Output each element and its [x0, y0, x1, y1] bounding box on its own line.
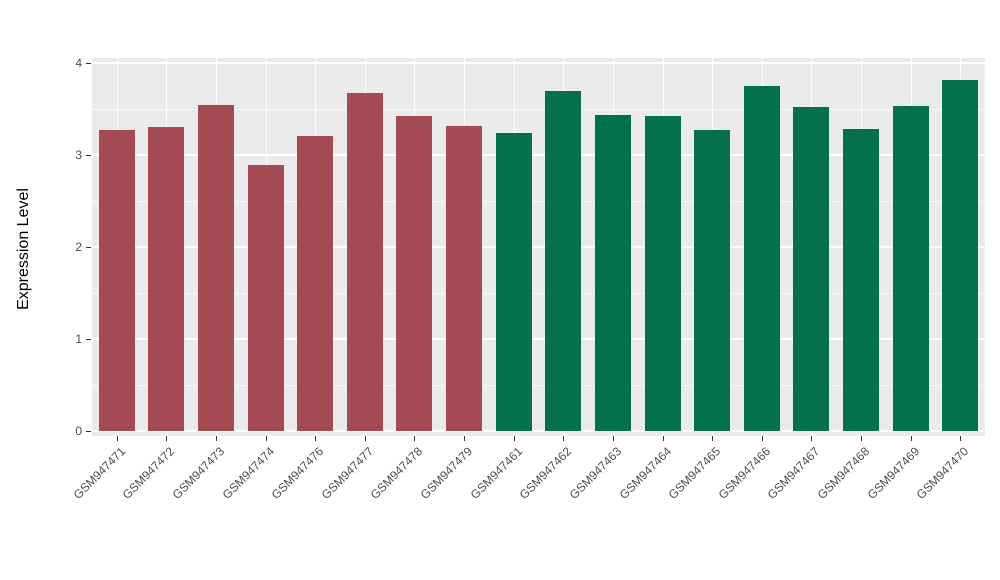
y-tick-label: 0	[75, 424, 82, 438]
y-tick-mark	[86, 339, 91, 340]
x-tick-mark	[513, 436, 515, 441]
gridline-minor	[92, 293, 985, 294]
bar-GSM947476	[297, 135, 334, 431]
plot-panel	[92, 58, 985, 436]
bar-GSM947465	[694, 130, 731, 431]
x-tick-mark	[811, 436, 813, 441]
x-tick-mark	[662, 436, 664, 441]
bar-GSM947473	[198, 105, 235, 431]
x-tick-mark	[216, 436, 218, 441]
gridline-major	[92, 430, 985, 432]
x-tick-mark	[116, 436, 118, 441]
bar-GSM947474	[247, 165, 284, 431]
y-axis-title: Expression Level	[15, 188, 32, 310]
y-tick-label: 3	[75, 148, 82, 162]
gridline-major	[92, 246, 985, 248]
x-tick-mark	[315, 436, 317, 441]
bar-GSM947471	[98, 130, 135, 431]
bar-GSM947468	[842, 129, 879, 431]
x-tick-mark	[860, 436, 862, 441]
x-tick-mark	[364, 436, 366, 441]
bar-GSM947466	[743, 86, 780, 431]
gridline-minor	[92, 109, 985, 110]
bar-GSM947477	[346, 93, 383, 431]
gridline-minor	[92, 385, 985, 386]
bar-GSM947479	[446, 126, 483, 431]
x-tick-mark	[563, 436, 565, 441]
x-tick-mark	[712, 436, 714, 441]
y-tick-mark	[86, 155, 91, 156]
y-tick-label: 2	[75, 240, 82, 254]
y-tick-label: 4	[75, 56, 82, 70]
y-tick-mark	[86, 431, 91, 432]
gridline-minor	[92, 201, 985, 202]
y-tick-mark	[86, 247, 91, 248]
x-tick-mark	[761, 436, 763, 441]
bar-GSM947464	[644, 116, 681, 431]
gridline-major	[92, 62, 985, 64]
y-tick-mark	[86, 63, 91, 64]
x-tick-mark	[960, 436, 962, 441]
gridline-major	[92, 154, 985, 156]
bar-GSM947469	[892, 106, 929, 431]
y-tick-label: 1	[75, 332, 82, 346]
x-tick-mark	[265, 436, 267, 441]
bar-GSM947472	[148, 127, 185, 431]
bar-GSM947462	[545, 90, 582, 431]
bar-GSM947463	[594, 115, 631, 431]
bar-GSM947467	[793, 107, 830, 431]
gridline-major	[92, 338, 985, 340]
bar-GSM947478	[396, 116, 433, 431]
x-tick-label-GSM947471: GSM947471	[70, 444, 128, 502]
x-tick-mark	[612, 436, 614, 441]
x-tick-mark	[414, 436, 416, 441]
bar-GSM947470	[942, 79, 979, 431]
bar-GSM947461	[495, 132, 532, 431]
x-tick-mark	[464, 436, 466, 441]
x-tick-mark	[166, 436, 168, 441]
x-tick-mark	[910, 436, 912, 441]
